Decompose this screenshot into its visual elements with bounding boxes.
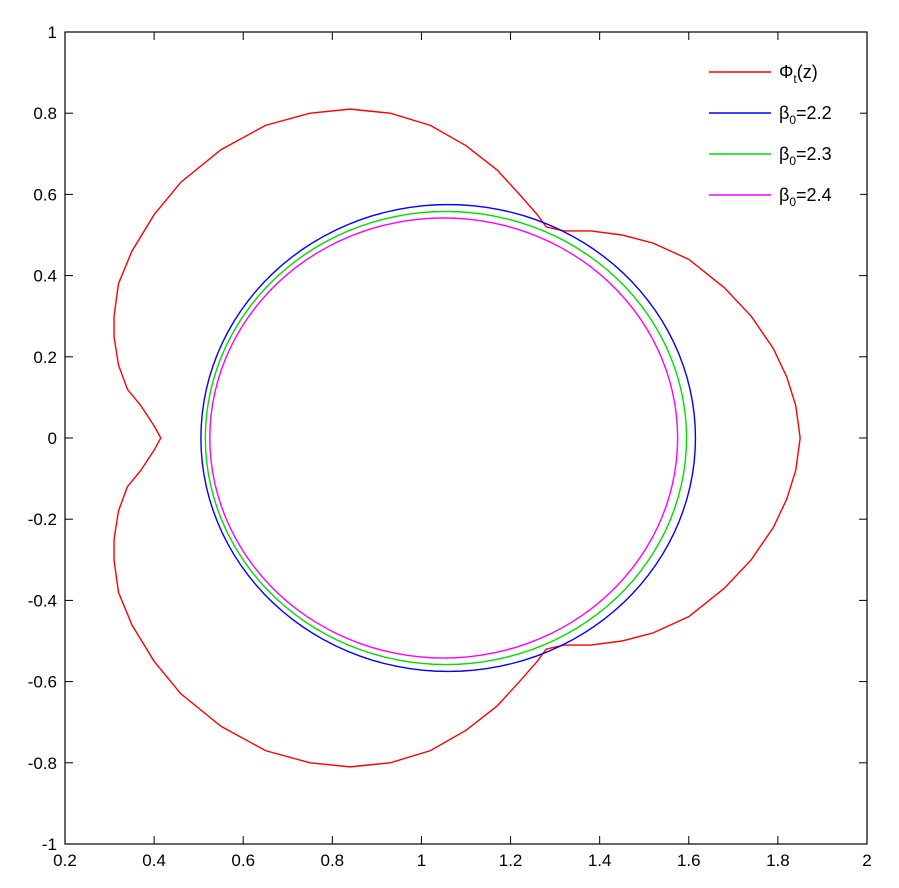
y-tick-label: -0.2 [28, 510, 57, 529]
legend-label-3: β0=2.4 [779, 185, 832, 209]
x-tick-label: 1.6 [677, 851, 701, 870]
series-line-3 [209, 217, 679, 659]
x-tick-label: 0.2 [53, 851, 77, 870]
y-tick-label: 0.8 [33, 104, 57, 123]
x-tick-label: 0.4 [142, 851, 166, 870]
x-tick-label: 2 [862, 851, 871, 870]
y-tick-label: 1 [48, 23, 57, 42]
legend-label-2: β0=2.3 [779, 144, 832, 168]
y-tick-label: 0.2 [33, 348, 57, 367]
series-line-1 [200, 203, 697, 673]
y-tick-label: -0.8 [28, 754, 57, 773]
x-tick-label: 1.8 [766, 851, 790, 870]
y-tick-label: 0 [48, 429, 57, 448]
series-layer [113, 108, 801, 768]
x-tick-label: 0.8 [321, 851, 345, 870]
y-tick-label: -0.6 [28, 673, 57, 692]
x-tick-label: 0.6 [231, 851, 255, 870]
legend-label-1: β0=2.2 [779, 103, 832, 127]
legend: Φt(z) β0=2.2 β0=2.3 β0=2.4 [705, 52, 860, 224]
y-tick-label: -1 [42, 835, 57, 854]
tick-layer: 0.2 0.4 0.6 0.8 1 1.2 1.4 1.6 1.8 2 -1 -0.8 -0.6 -0.4… [28, 23, 872, 870]
legend-label-0: Φt(z) [779, 62, 818, 86]
axes-box [64, 31, 868, 845]
x-tick-label: 1 [417, 851, 426, 870]
x-tick-label: 1.2 [499, 851, 523, 870]
y-tick-label: 0.4 [33, 267, 57, 286]
y-tick-label: -0.4 [28, 591, 57, 610]
x-tick-label: 1.4 [588, 851, 612, 870]
series-line-0 [113, 108, 801, 768]
y-tick-label: 0.6 [33, 185, 57, 204]
series-line-2 [204, 210, 688, 666]
